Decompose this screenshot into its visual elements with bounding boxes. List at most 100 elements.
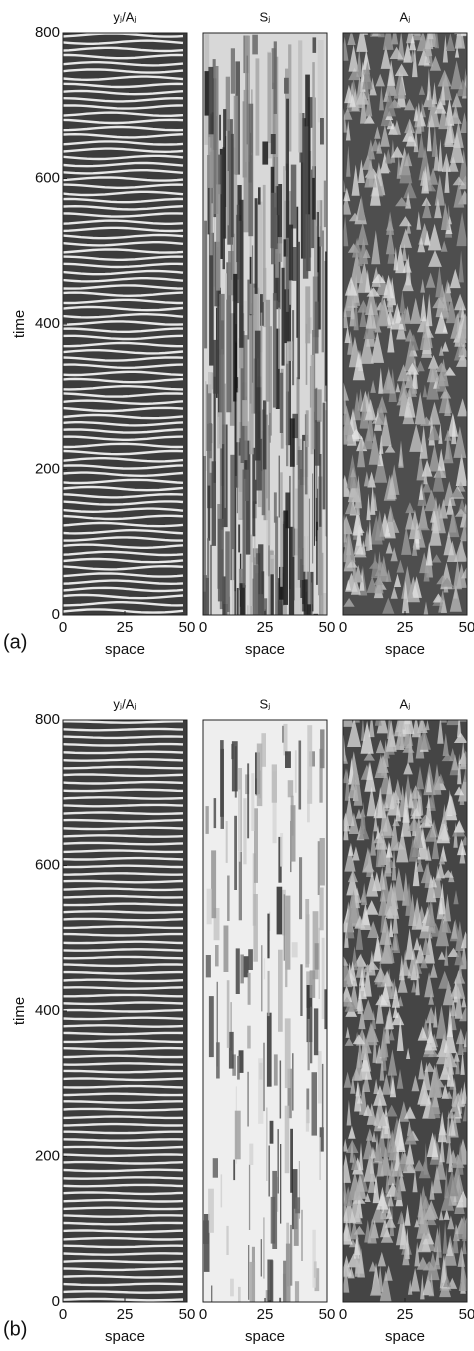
texture-triangle (436, 1047, 447, 1057)
texture-streak (286, 363, 289, 467)
texture-triangle (440, 598, 447, 613)
x-tick-label: 0 (59, 619, 67, 636)
texture-triangle (420, 278, 426, 293)
texture-stripe (63, 1274, 184, 1279)
texture-triangle (359, 966, 366, 986)
texture-streak (306, 1088, 310, 1124)
texture-triangle (353, 1230, 361, 1256)
texture-streak (204, 71, 210, 116)
texture-stripe (63, 428, 184, 434)
texture-streak (222, 576, 226, 615)
texture-stripe (63, 780, 184, 785)
texture-stripe (63, 485, 184, 492)
texture-stripe (63, 421, 184, 427)
texture-triangle (363, 751, 375, 761)
texture-triangle (364, 1192, 371, 1202)
texture-stripe (63, 313, 184, 319)
texture-streak (279, 372, 284, 433)
texture-triangle (393, 573, 402, 587)
texture-streak (266, 1107, 268, 1181)
texture-triangle (429, 515, 442, 546)
texture-streak (324, 989, 327, 1030)
texture-triangle (453, 181, 465, 208)
texture-streak (238, 1050, 244, 1073)
texture-triangle (438, 105, 449, 130)
texture-triangle (433, 1254, 441, 1270)
texture-triangle (443, 1275, 452, 1288)
texture-triangle (352, 237, 363, 258)
texture-streak (206, 888, 212, 925)
texture-triangle (358, 1051, 372, 1080)
texture-triangle (398, 440, 404, 468)
texture-streak (277, 1129, 279, 1194)
texture-streak (267, 1259, 273, 1302)
texture-triangle (397, 1127, 405, 1150)
texture-streak (313, 411, 315, 546)
texture-streak (238, 789, 241, 862)
texture-streak (215, 945, 219, 967)
texture-stripe (63, 1024, 184, 1028)
texture-stripe (63, 96, 184, 103)
texture-triangle (425, 771, 432, 793)
texture-streak (238, 1286, 241, 1302)
texture-triangle (359, 306, 367, 327)
texture-streak (294, 1281, 300, 1302)
texture-triangle (363, 33, 368, 35)
texture-stripe (63, 1001, 184, 1006)
texture-triangle (404, 337, 417, 371)
texture-streak (236, 392, 240, 443)
texture-triangle (367, 921, 379, 938)
texture-triangle (442, 980, 455, 1006)
texture-stripe (63, 1282, 184, 1287)
texture-streak (267, 51, 272, 159)
texture-triangle (454, 985, 463, 1019)
texture-triangle (424, 932, 435, 964)
texture-triangle (366, 1103, 377, 1125)
texture-streak (249, 556, 252, 615)
texture-triangle (454, 786, 465, 796)
texture-streak (298, 40, 303, 153)
texture-streak (318, 476, 323, 596)
texture-triangle (380, 1105, 392, 1139)
texture-stripe (63, 601, 184, 607)
texture-streak (238, 524, 241, 553)
texture-streak (234, 815, 237, 890)
texture-triangle (348, 1239, 357, 1248)
texture-triangle (418, 502, 428, 529)
texture-triangle (417, 1026, 428, 1041)
texture-streak (249, 1143, 254, 1165)
texture-triangle (353, 565, 363, 583)
texture-triangle (390, 817, 399, 851)
texture-stripe (63, 811, 184, 816)
texture-triangle (347, 869, 358, 883)
texture-triangle (460, 112, 467, 133)
texture-streak (292, 424, 295, 557)
texture-triangle (356, 48, 363, 77)
texture-streak (279, 1297, 282, 1302)
texture-triangle (357, 435, 366, 468)
texture-triangle (367, 1172, 377, 1193)
texture-triangle (388, 518, 400, 533)
texture-triangle (396, 828, 409, 863)
texture-triangle (437, 138, 443, 172)
texture-streak (312, 37, 317, 53)
texture-triangle (404, 98, 415, 111)
texture-triangle (453, 732, 467, 743)
texture-triangle (399, 152, 413, 184)
texture-triangle (375, 73, 385, 87)
texture-triangle (390, 547, 398, 562)
texture-triangle (344, 768, 351, 801)
texture-triangle (450, 487, 464, 498)
texture-streak (285, 895, 291, 970)
texture-streak (269, 412, 271, 443)
texture-triangle (364, 762, 376, 792)
x-axis-label: space (245, 1328, 285, 1345)
texture-stripe (63, 849, 184, 854)
texture-triangle (431, 1091, 439, 1108)
texture-stripe (63, 1221, 184, 1226)
texture-triangle (428, 114, 435, 128)
texture-triangle (408, 836, 418, 862)
texture-stripe (63, 464, 184, 470)
texture-streak (219, 114, 221, 141)
texture-streak (319, 748, 323, 803)
